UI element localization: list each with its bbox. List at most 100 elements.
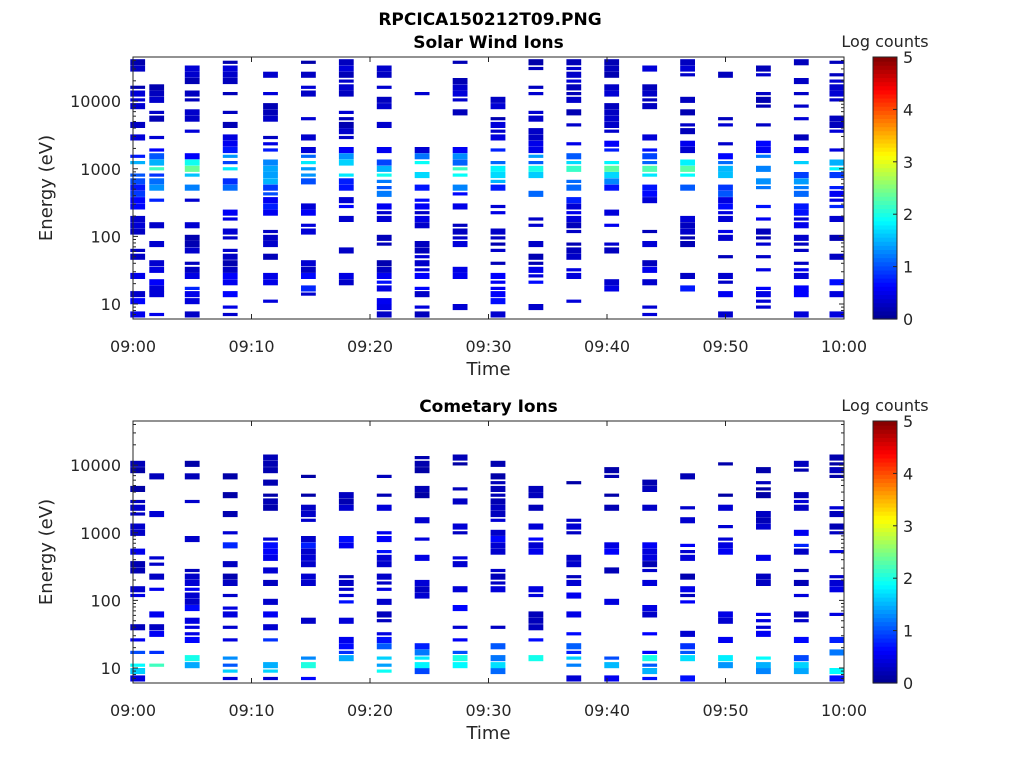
heatmap-cell xyxy=(829,586,845,593)
heatmap-cell xyxy=(490,493,506,497)
heatmap-cell xyxy=(376,165,392,172)
heatmap-cell xyxy=(222,492,238,499)
heatmap-cell xyxy=(829,462,845,466)
heatmap-cell xyxy=(263,548,278,555)
y-axis-label: Energy (eV) xyxy=(36,135,57,241)
heatmap-cell xyxy=(376,272,392,279)
colorbar-label: Log counts xyxy=(841,32,928,51)
heatmap-cell xyxy=(376,242,392,246)
heatmap-cell xyxy=(149,159,165,166)
heatmap-cell xyxy=(130,485,146,492)
heatmap-cell xyxy=(756,268,771,272)
heatmap-cell xyxy=(452,236,468,240)
colorbar-segment xyxy=(873,118,897,124)
heatmap-cell xyxy=(414,649,430,656)
colorbar-tick-label: 1 xyxy=(903,622,913,641)
colorbar-segment xyxy=(873,678,897,684)
panel-title: Solar Wind Ions xyxy=(413,33,564,53)
heatmap-cell xyxy=(756,242,771,246)
heatmap-cell xyxy=(338,247,354,254)
heatmap-cell xyxy=(130,85,146,89)
heatmap-cell xyxy=(829,159,845,166)
heatmap-cell xyxy=(642,655,658,662)
heatmap-cell xyxy=(829,668,845,675)
heatmap-cell xyxy=(793,134,809,141)
heatmap-cell xyxy=(149,511,165,518)
heatmap-cell xyxy=(184,568,200,573)
heatmap-cell xyxy=(490,165,506,172)
heatmap-cell xyxy=(222,669,238,673)
heatmap-cell xyxy=(680,506,695,510)
heatmap-cell xyxy=(793,655,809,662)
heatmap-cell xyxy=(642,504,658,511)
colorbar-segment xyxy=(873,637,897,643)
colorbar-segment xyxy=(873,498,897,504)
heatmap-cell xyxy=(222,611,238,618)
heatmap-cell xyxy=(338,279,354,286)
heatmap-cell xyxy=(338,159,354,166)
heatmap-cell xyxy=(793,311,809,318)
heatmap-cell xyxy=(680,573,695,580)
heatmap-cell xyxy=(222,167,238,171)
y-tick-label: 1000 xyxy=(80,160,121,179)
heatmap-cell xyxy=(642,165,658,172)
heatmap-cell xyxy=(301,561,316,568)
heatmap-cell xyxy=(301,167,316,171)
heatmap-cell xyxy=(414,153,430,160)
heatmap-cell xyxy=(793,186,809,190)
colorbar-segment xyxy=(873,445,897,451)
heatmap-cell xyxy=(718,234,733,241)
heatmap-cell xyxy=(414,211,430,215)
colorbar-segment xyxy=(873,167,897,173)
heatmap-cell xyxy=(718,636,733,643)
heatmap-cell xyxy=(490,280,506,284)
heatmap-cell xyxy=(604,129,620,133)
heatmap-cell xyxy=(452,625,468,629)
heatmap-cell xyxy=(756,96,771,103)
heatmap-cell xyxy=(718,611,733,618)
heatmap-cell xyxy=(756,154,771,158)
heatmap-cell xyxy=(452,561,468,568)
heatmap-cell xyxy=(756,204,771,209)
heatmap-cell xyxy=(414,241,430,248)
heatmap-cell xyxy=(490,504,506,511)
heatmap-cell xyxy=(130,567,146,574)
heatmap-cell xyxy=(756,291,771,298)
heatmap-cell xyxy=(642,98,658,102)
colorbar-label: Log counts xyxy=(841,396,928,415)
colorbar-segment xyxy=(873,208,897,214)
colorbar-tick-label: 5 xyxy=(903,412,913,431)
heatmap-cell xyxy=(680,96,695,103)
heatmap-cell xyxy=(566,554,582,561)
heatmap-cell xyxy=(222,60,238,64)
colorbar-segment xyxy=(873,633,897,639)
heatmap-cell xyxy=(301,228,316,235)
heatmap-cell xyxy=(149,312,165,317)
heatmap-cell xyxy=(793,248,809,252)
heatmap-cell xyxy=(793,117,809,121)
heatmap-cell xyxy=(414,456,430,460)
heatmap-cell xyxy=(793,203,809,210)
colorbar-segment xyxy=(873,466,897,471)
heatmap-cell xyxy=(376,493,392,497)
heatmap-cell xyxy=(718,229,733,234)
heatmap-cell xyxy=(490,643,506,650)
colorbar-segment xyxy=(873,200,897,205)
heatmap-cell xyxy=(376,669,392,673)
heatmap-cell xyxy=(829,506,845,510)
heatmap-cell xyxy=(452,84,468,91)
heatmap-cell xyxy=(376,71,392,78)
colorbar-segment xyxy=(873,605,897,610)
heatmap-cell xyxy=(130,98,146,102)
heatmap-cell xyxy=(338,117,354,121)
heatmap-cell xyxy=(301,266,316,273)
heatmap-cell xyxy=(756,619,771,623)
heatmap-cell xyxy=(184,159,200,166)
heatmap-cell xyxy=(149,153,165,160)
heatmap-cell xyxy=(184,605,200,612)
heatmap-cell xyxy=(301,173,316,177)
heatmap-cell xyxy=(184,311,200,318)
heatmap-cell xyxy=(130,184,146,191)
heatmap-cell xyxy=(604,662,620,669)
